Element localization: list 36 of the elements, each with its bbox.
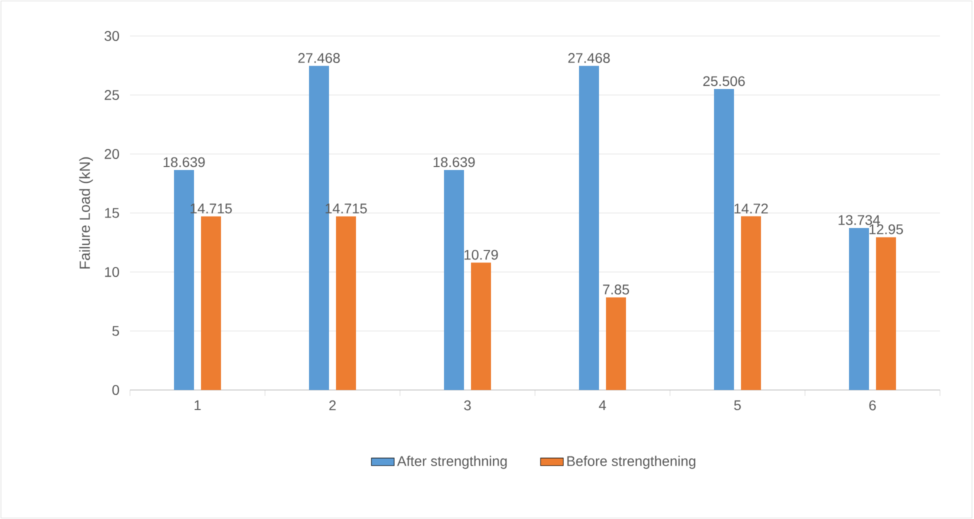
x-tick-label: 4 — [598, 400, 606, 410]
y-tick-label: 25 — [104, 90, 120, 100]
data-label: 27.468 — [298, 53, 340, 63]
bar — [714, 89, 734, 390]
data-label: 18.639 — [164, 157, 205, 168]
x-tick-label: 2 — [329, 400, 336, 410]
bar — [876, 237, 896, 390]
data-label: 10.79 — [464, 250, 498, 260]
y-tick-label: 15 — [105, 208, 120, 218]
y-tick-label: 30 — [104, 31, 120, 41]
bar — [444, 170, 464, 390]
bar — [741, 216, 761, 390]
y-tick-label: 5 — [112, 326, 120, 336]
data-label: 12.95 — [870, 224, 903, 234]
x-tick-label: 5 — [734, 400, 741, 410]
data-label: 27.468 — [568, 53, 610, 63]
bar — [201, 216, 222, 390]
y-tick-label: 0 — [112, 385, 120, 395]
y-tick-label: 20 — [104, 149, 120, 159]
data-label: 25.506 — [703, 76, 745, 86]
x-tick-label: 1 — [194, 400, 201, 410]
bar — [606, 297, 626, 390]
data-label: 7.85 — [603, 284, 630, 294]
legend-label: After strengthning — [397, 456, 507, 469]
bar — [471, 262, 492, 390]
data-label: 18.639 — [434, 157, 475, 168]
legend-label: Before strengthening — [567, 456, 696, 469]
bar — [849, 228, 870, 390]
data-label: 13.734 — [838, 215, 880, 226]
data-label: 14.72 — [734, 204, 768, 214]
y-axis-title: Failure Load (kN) — [79, 157, 93, 268]
x-tick-label: 6 — [869, 400, 876, 410]
x-tick-label: 3 — [464, 400, 471, 410]
bar — [336, 216, 356, 390]
bar — [579, 66, 600, 390]
y-tick-label: 10 — [105, 267, 120, 277]
